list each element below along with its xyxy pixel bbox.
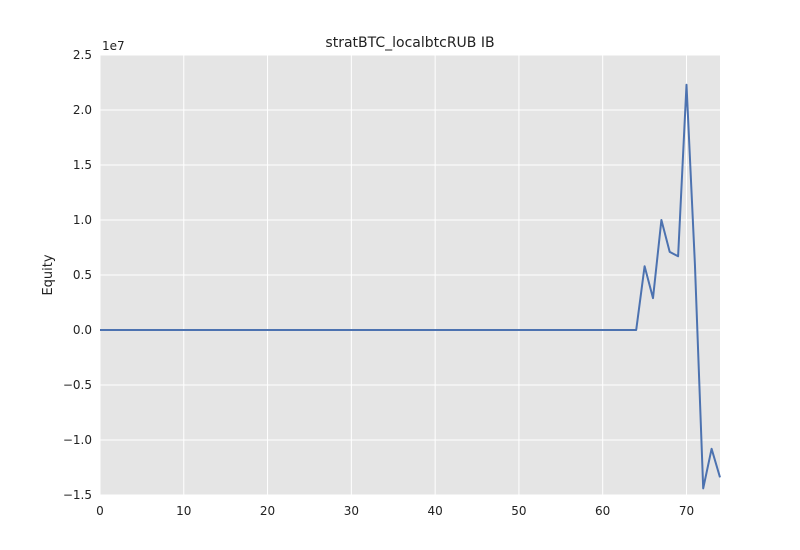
y-tick-label: 1.5 — [73, 158, 92, 172]
y-tick-label: 0.0 — [73, 323, 92, 337]
y-tick-label: 2.5 — [73, 48, 92, 62]
y-axis-offset-label: 1e7 — [102, 39, 125, 53]
chart-title: stratBTC_localbtcRUB IB — [325, 35, 494, 51]
x-tick-label: 0 — [96, 504, 104, 518]
grid-lines — [99, 54, 720, 496]
x-tick-label: 60 — [595, 504, 610, 518]
x-tick-label: 30 — [344, 504, 359, 518]
y-tick-label: −1.0 — [63, 433, 92, 447]
x-tick-label: 40 — [427, 504, 442, 518]
x-tick-label: 50 — [511, 504, 526, 518]
x-tick-label: 70 — [679, 504, 694, 518]
x-tick-label: 10 — [176, 504, 191, 518]
y-tick-label: 1.0 — [73, 213, 92, 227]
x-tick-label: 20 — [260, 504, 275, 518]
y-tick-label: −0.5 — [63, 378, 92, 392]
equity-series-line — [100, 83, 721, 490]
y-axis-label: Equity — [41, 254, 56, 295]
x-tick-labels: 0 10 20 30 40 50 60 70 — [96, 504, 694, 518]
y-tick-label: 0.5 — [73, 268, 92, 282]
y-tick-label: −1.5 — [63, 488, 92, 502]
y-tick-label: 2.0 — [73, 103, 92, 117]
y-tick-labels: −1.5 −1.0 −0.5 0.0 0.5 1.0 1.5 2.0 2.5 — [63, 48, 92, 502]
